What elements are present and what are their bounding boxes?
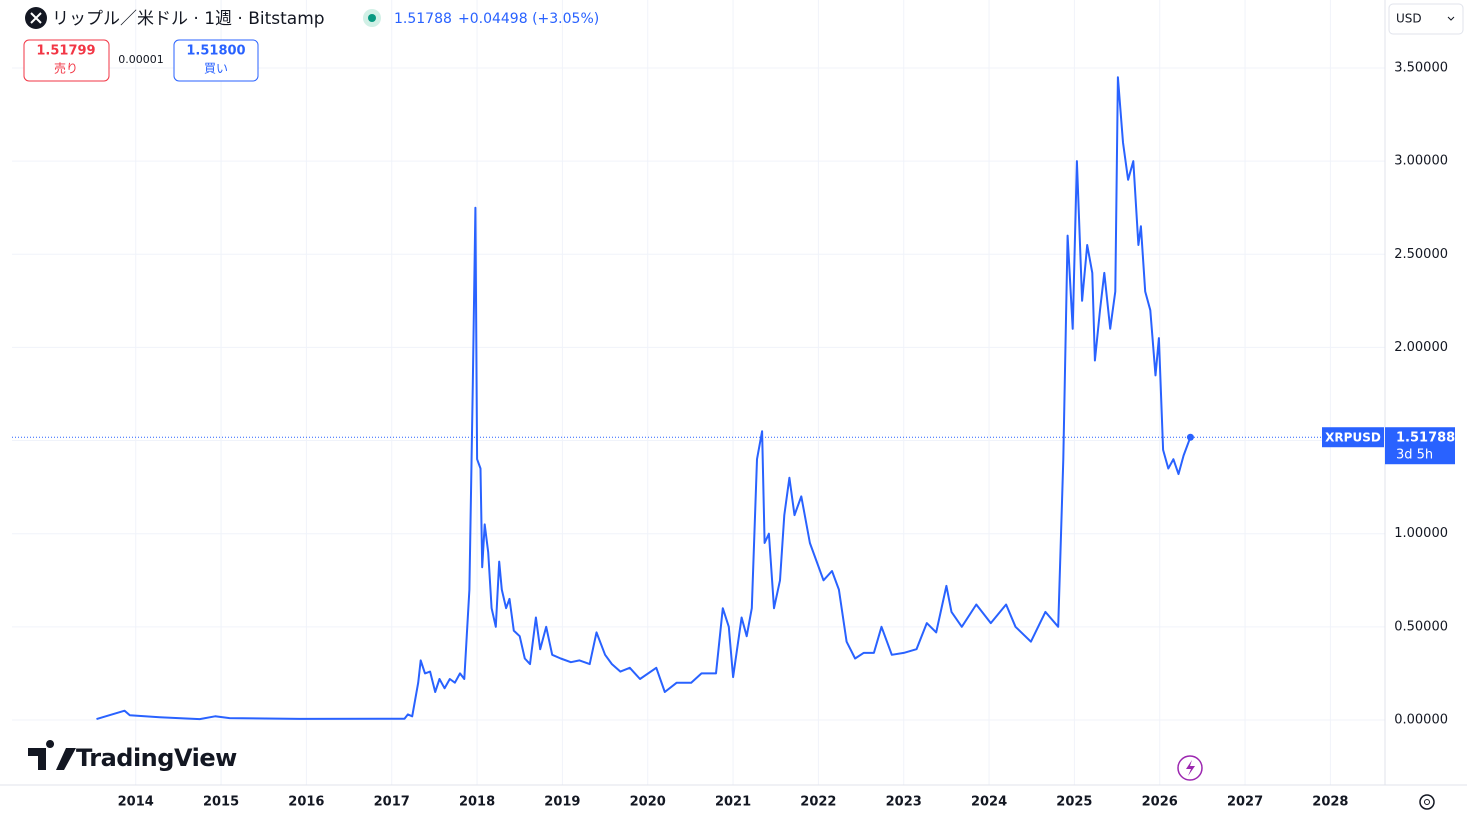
spread: 0.00001 [118, 53, 164, 66]
x-tick-label: 2027 [1227, 795, 1263, 810]
x-tick-label: 2022 [800, 795, 836, 810]
y-tick-label: 1.00000 [1394, 526, 1448, 541]
x-tick-label: 2023 [886, 795, 922, 810]
x-tick-label: 2016 [288, 795, 324, 810]
buy-label[interactable]: 買い [204, 62, 228, 76]
y-tick-label: 3.50000 [1394, 60, 1448, 75]
brand-name: TradingView [76, 744, 237, 772]
dropdown-icon[interactable] [1447, 16, 1455, 21]
x-tick-label: 2020 [630, 795, 666, 810]
y-tick-label: 0.00000 [1394, 712, 1448, 727]
x-tick-label: 2014 [118, 795, 154, 810]
x-tick-label: 2015 [203, 795, 239, 810]
x-tick-label: 2026 [1142, 795, 1178, 810]
x-tick-label: 2028 [1312, 795, 1348, 810]
sell-label[interactable]: 売り [54, 61, 78, 76]
x-tick-label: 2019 [544, 795, 580, 810]
symbol-icon [30, 12, 42, 24]
x-tick-label: 2018 [459, 795, 495, 810]
x-tick-label: 2024 [971, 795, 1007, 810]
price-change: +0.04498 (+3.05%) [458, 11, 599, 27]
price-label: 1.51788 [1396, 431, 1455, 446]
y-tick-label: 0.50000 [1394, 619, 1448, 634]
x-tick-label: 2021 [715, 795, 751, 810]
currency-button[interactable] [1388, 3, 1464, 35]
brand-logo [28, 740, 76, 770]
series-label-bg [1322, 427, 1384, 448]
events-icon[interactable] [1186, 760, 1195, 776]
price-label-bg [1385, 427, 1455, 465]
sell-button[interactable] [23, 39, 110, 82]
x-tick-label: 2025 [1056, 795, 1092, 810]
grid [12, 0, 1385, 785]
series-label: XRPUSD [1325, 431, 1381, 445]
y-tick-label: 2.50000 [1394, 247, 1448, 262]
y-tick-label: 2.00000 [1394, 340, 1448, 355]
plot [12, 76, 1385, 721]
countdown: 3d 5h [1396, 448, 1433, 463]
axes: 2014 2015 2016 2017 2018 2019 2020 2021 2022 2023… [118, 60, 1456, 809]
buy-button[interactable] [173, 39, 259, 82]
last-point [1186, 433, 1194, 441]
status-dot [368, 14, 376, 22]
x-tick-label: 2017 [374, 795, 410, 810]
y-tick-label: 3.00000 [1394, 154, 1448, 169]
settings-icon[interactable] [1419, 794, 1435, 810]
settings-icon[interactable] [1424, 799, 1430, 805]
currency[interactable]: USD [1396, 12, 1422, 26]
chart-title: リップル／米ドル · 1週 · Bitstamp [52, 9, 325, 29]
sell-price[interactable]: 1.51799 [36, 44, 95, 59]
price-line [96, 76, 1192, 721]
buy-price[interactable]: 1.51800 [186, 44, 245, 59]
last-price: 1.51788 [394, 11, 452, 27]
